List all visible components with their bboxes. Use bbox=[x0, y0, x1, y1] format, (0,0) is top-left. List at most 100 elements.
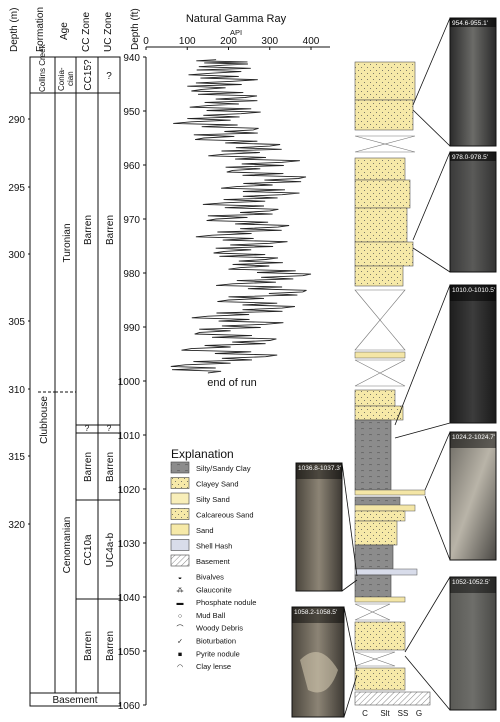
age-cenomanian: Cenomanian bbox=[62, 517, 73, 574]
uc-zone-barren-low: Barren bbox=[105, 631, 116, 661]
legend-label: Phosphate nodule bbox=[196, 598, 256, 607]
lith-basement bbox=[354, 691, 431, 706]
lith-sand-bed bbox=[354, 265, 404, 287]
lith-silty-clay-bed bbox=[354, 574, 392, 598]
depth-ft-axis: Depth (ft) 940 950 960 970 980 990 1000 1010 102… bbox=[118, 8, 147, 712]
legend-swatch bbox=[170, 539, 190, 551]
legend-item: Basement bbox=[170, 554, 231, 567]
depth-m-tick: 315 bbox=[8, 452, 25, 463]
legend-symbol-icon: ✓ bbox=[177, 639, 183, 646]
legend-item: Shell Hash bbox=[170, 539, 232, 551]
lith-clay-lense bbox=[354, 351, 406, 359]
legend-item: ○ Mud Ball bbox=[178, 611, 226, 620]
lith-silty-clay-bed bbox=[354, 496, 401, 506]
legend-swatch bbox=[170, 554, 190, 567]
chart-xlabel: API bbox=[230, 28, 242, 37]
legend-label: Calcareous Sand bbox=[196, 511, 254, 520]
lith-no-recovery bbox=[354, 651, 396, 667]
legend-item: ◒ Bivalves bbox=[178, 573, 224, 582]
legend-symbol-icon: ◠ bbox=[177, 664, 183, 671]
lith-sand-bed bbox=[354, 621, 406, 651]
lith-sand-bed bbox=[354, 389, 396, 407]
cc-zone-cc10a: CC10a bbox=[83, 534, 94, 566]
legend-symbol-icon: ■ bbox=[178, 651, 182, 658]
header-depth-ft: Depth (ft) bbox=[130, 8, 141, 50]
depth-m-axis: 290 295 300 305 310 315 320 bbox=[8, 115, 30, 531]
lith-sand-bed bbox=[354, 99, 414, 131]
header-formation: Formation bbox=[35, 7, 46, 52]
api-tick-label: 100 bbox=[179, 36, 196, 47]
cc-zone-cc15: CC15? bbox=[83, 59, 94, 91]
legend-item: ⌒ Woody Debris bbox=[177, 624, 244, 633]
depth-ft-tick-label: 950 bbox=[123, 107, 140, 118]
core-photos: 954.6-955.1' 978.0-978.5' 1010.0-1010.5'… bbox=[291, 17, 497, 718]
legend-swatch bbox=[170, 461, 190, 474]
api-tick-label: 400 bbox=[303, 36, 320, 47]
depth-ft-tick-label: 1030 bbox=[118, 539, 141, 550]
depth-m-tick: 295 bbox=[8, 183, 25, 194]
legend-item: Calcareous Sand bbox=[170, 508, 254, 520]
legend-title: Explanation bbox=[171, 447, 234, 461]
legend-label: Bivalves bbox=[196, 573, 224, 582]
legend-label: Clayey Sand bbox=[196, 480, 239, 489]
depth-ft-tick-label: 1060 bbox=[118, 701, 141, 712]
depth-ft-tick-label: 970 bbox=[123, 215, 140, 226]
legend-symbol-icon: ▬ bbox=[177, 600, 184, 607]
cc-zone-barren-low: Barren bbox=[83, 631, 94, 661]
core-photo bbox=[449, 431, 497, 561]
formation-collins-creek: Collins Creek bbox=[38, 43, 47, 92]
uc-zone-barren-mid: Barren bbox=[105, 452, 116, 482]
depth-m-tick: 300 bbox=[8, 250, 25, 261]
depth-ft-tick-label: 1010 bbox=[118, 431, 141, 442]
legend-item: ■ Pyrite nodule bbox=[178, 649, 240, 658]
header-uc-zone: UC Zone bbox=[103, 12, 114, 52]
legend-swatch bbox=[170, 477, 190, 489]
legend-symbol-icon: ⌒ bbox=[177, 625, 184, 633]
lith-sand-bed bbox=[354, 667, 406, 691]
lith-clayey-sand-bed bbox=[354, 61, 416, 101]
depth-ft-tick-label: 980 bbox=[123, 269, 140, 280]
legend-label: Sand bbox=[196, 526, 214, 535]
legend-swatch bbox=[170, 492, 190, 505]
uc-zone-barren-upper: Barren bbox=[105, 215, 116, 245]
lith-shell-hash bbox=[354, 568, 418, 576]
header-depth-m: Depth (m) bbox=[9, 8, 20, 52]
core-photo-label: 954.6-955.1' bbox=[452, 20, 488, 27]
lith-no-recovery bbox=[354, 289, 406, 351]
lith-calcareous-sand-bed bbox=[354, 241, 414, 267]
legend-label: Shell Hash bbox=[196, 542, 232, 551]
gamma-ray-curve bbox=[170, 59, 312, 374]
cc-zone-barren-upper: Barren bbox=[83, 215, 94, 245]
core-photo-label: 1024.2-1024.7' bbox=[452, 434, 495, 441]
basement-label: Basement bbox=[52, 695, 97, 706]
core-photo-label: 1010.0-1010.5' bbox=[452, 287, 495, 294]
chart-title: Natural Gamma Ray bbox=[186, 13, 287, 25]
core-photo bbox=[449, 151, 497, 273]
lith-thin-bed bbox=[354, 489, 426, 496]
core-photo bbox=[449, 17, 497, 147]
depth-m-tick: 320 bbox=[8, 520, 25, 531]
core-photo-label: 1058.2-1058.5' bbox=[294, 609, 337, 616]
legend-symbol-icon: ⁂ bbox=[177, 586, 184, 594]
legend-label: Woody Debris bbox=[196, 624, 243, 633]
depth-ft-tick-label: 1000 bbox=[118, 377, 141, 388]
age-coniacian-2: cian bbox=[66, 71, 75, 86]
depth-ft-tick-label: 1040 bbox=[118, 593, 141, 604]
depth-ft-tick-label: 940 bbox=[123, 53, 140, 64]
header-age: Age bbox=[59, 22, 70, 40]
header-cc-zone: CC Zone bbox=[81, 12, 92, 52]
core-photo-label: 978.0-978.5' bbox=[452, 154, 488, 161]
lith-thin-bed bbox=[354, 596, 406, 603]
legend-item: Clayey Sand bbox=[170, 477, 239, 489]
legend-label: Silty/Sandy Clay bbox=[196, 464, 251, 473]
legend-item: ✓ Bioturbation bbox=[177, 637, 236, 646]
age-turonian: Turonian bbox=[62, 223, 73, 262]
depth-ft-tick-label: 990 bbox=[123, 323, 140, 334]
grain-size-label: G bbox=[416, 709, 422, 718]
end-of-run-annotation: end of run bbox=[207, 377, 257, 389]
stratigraphy-column: Depth (m) Formation Age CC Zone UC Zone … bbox=[8, 7, 121, 707]
api-tick-label: 0 bbox=[143, 36, 149, 47]
depth-m-tick: 305 bbox=[8, 317, 25, 328]
uc-zone-uc4ab: UC4a-b bbox=[105, 532, 116, 567]
legend-item: Sand bbox=[170, 523, 214, 536]
